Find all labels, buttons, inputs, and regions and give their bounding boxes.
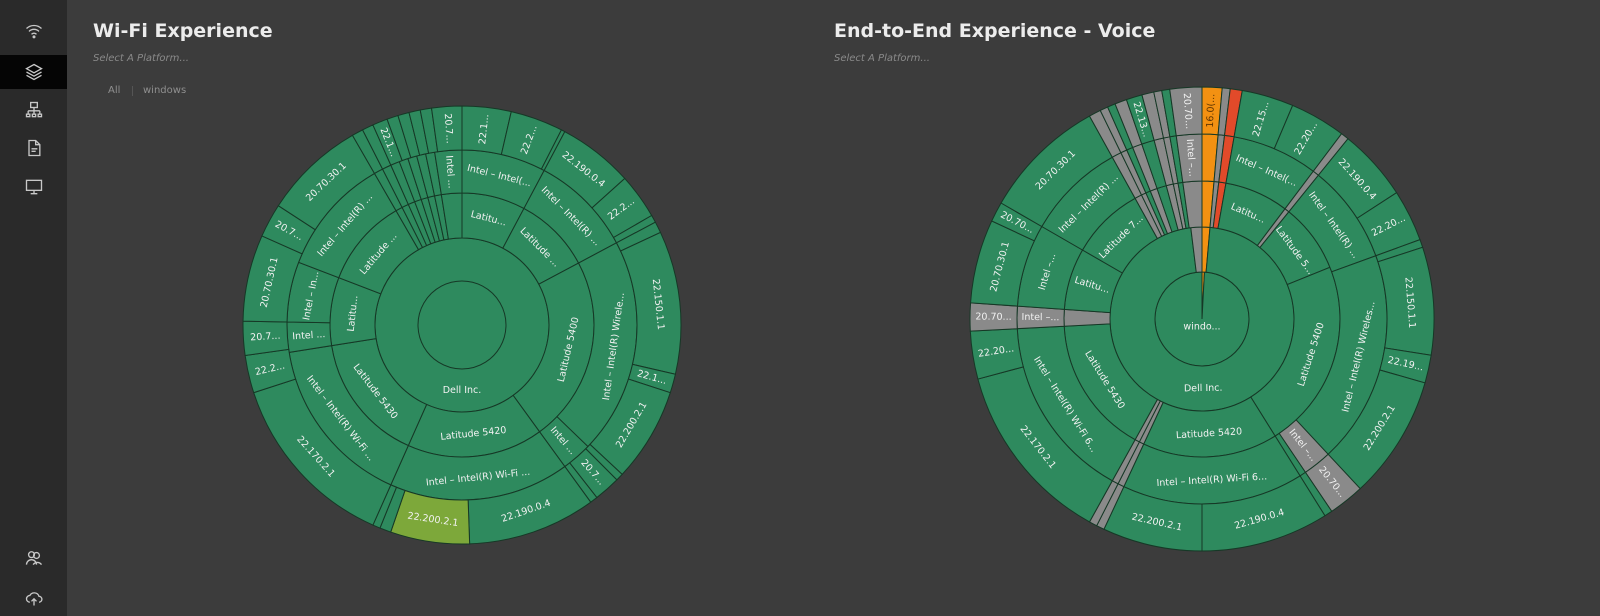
sunburst-label: 22.150.1.1 [650, 278, 666, 330]
sunburst-label: Dell Inc. [443, 385, 482, 396]
sunburst-label: 22.1... [477, 114, 491, 145]
nav-wifi[interactable] [0, 14, 67, 48]
platform-select-voice[interactable]: Select A Platform... [834, 53, 930, 64]
sunburst-label: Latitu... [346, 295, 361, 332]
sunburst-label: Intel ... [443, 155, 457, 189]
sunburst-label: 20.7... [250, 331, 281, 344]
network-icon [25, 101, 42, 118]
sunburst-label: Latitude 5420 [1176, 426, 1243, 441]
nav-cloud-upload[interactable] [0, 581, 67, 615]
sunburst-segment-ring4[interactable] [430, 105, 463, 153]
nav-users[interactable] [0, 541, 67, 575]
filter-all[interactable]: All [108, 85, 121, 96]
sunburst-label: Intel –... [1184, 139, 1198, 178]
nav-document[interactable] [0, 131, 67, 165]
document-icon [27, 139, 40, 157]
sunburst-label: 20.7... [442, 113, 455, 144]
sunburst-label: 20.70... [975, 312, 1011, 323]
filter-separator [132, 86, 133, 96]
sunburst-label: Dell Inc. [1184, 383, 1223, 395]
sunburst-label: 20.70... [1181, 93, 1195, 130]
filter-windows[interactable]: windows [143, 85, 187, 96]
wifi-icon [25, 24, 42, 39]
sidebar [0, 0, 67, 616]
wifi-sunburst-chart: wind...Dell Inc.Latitu...Latitude ...Lat… [242, 105, 682, 545]
layers-icon [24, 63, 43, 81]
panel-title-voice: End-to-End Experience - Voice [834, 20, 1156, 42]
panel-title-wifi: Wi-Fi Experience [93, 20, 273, 42]
monitor-icon [25, 179, 42, 195]
nav-network[interactable] [0, 93, 67, 127]
sunburst-label: Intel –... [1022, 312, 1060, 323]
sunburst-label: Intel ... [292, 329, 326, 342]
voice-sunburst-chart: windo...Dell Inc.Latitu...Latitude 5...L… [969, 86, 1435, 552]
platform-select-wifi[interactable]: Select A Platform... [93, 53, 189, 64]
nav-layers[interactable] [0, 55, 67, 89]
nav-monitor[interactable] [0, 170, 67, 204]
cloud-upload-icon [25, 592, 43, 606]
sunburst-segment-ring4[interactable] [1169, 86, 1203, 137]
sunburst-label: 22.150.1.1 [1402, 277, 1417, 329]
sunburst-label: 16.0(... [1205, 94, 1217, 128]
sunburst-label: windo... [1183, 322, 1220, 333]
users-icon [25, 551, 42, 566]
